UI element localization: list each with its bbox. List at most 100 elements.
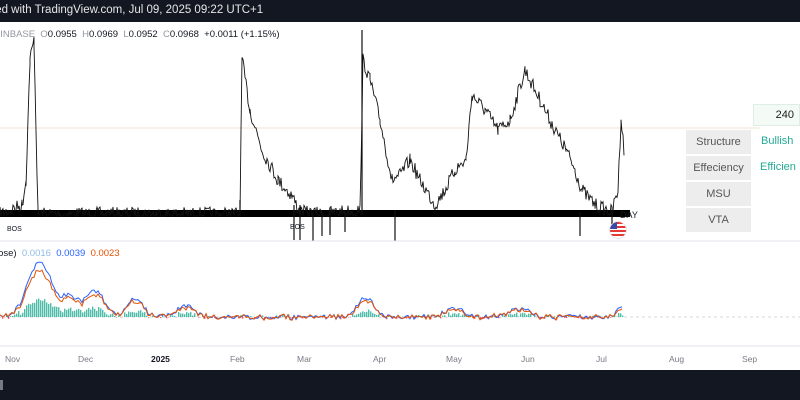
- histogram-bar: [352, 313, 354, 317]
- price-box: 240: [753, 104, 800, 126]
- x-label-jul: Jul: [596, 354, 607, 364]
- histogram-bar: [406, 317, 408, 319]
- histogram-bar: [26, 305, 28, 317]
- histogram-bar: [46, 302, 48, 317]
- histogram-bar: [76, 309, 78, 317]
- histogram-bar: [254, 317, 256, 319]
- histogram-bar: [370, 311, 372, 317]
- histogram-bar: [136, 312, 138, 317]
- histogram-bar: [114, 315, 116, 317]
- histogram-bar: [14, 314, 16, 317]
- histogram-bar: [372, 313, 374, 317]
- histogram-bar: [522, 312, 524, 317]
- histogram-bar: [240, 315, 242, 317]
- histogram-bar: [364, 312, 366, 317]
- close-value: 0.0968: [169, 29, 199, 40]
- histogram-bar: [434, 317, 436, 318]
- ohlc-legend: COINBASE O0.0955 H0.0969 L0.0952 C0.0968…: [0, 29, 280, 40]
- histogram-bar: [566, 317, 568, 318]
- histogram-bar: [128, 311, 130, 317]
- histogram-bar: [152, 315, 154, 317]
- structure-value: Bullish: [761, 135, 794, 147]
- histogram-bar: [146, 315, 148, 317]
- histogram-bar: [510, 314, 512, 317]
- histogram-bar: [184, 314, 186, 317]
- indicator-legend: lose) 0.0016 0.0039 0.0023: [0, 248, 120, 259]
- histogram-bar: [376, 314, 378, 317]
- histogram-bar: [142, 312, 144, 317]
- indicator-histogram: [0, 298, 624, 320]
- histogram-bar: [24, 309, 26, 317]
- histogram-bar: [366, 311, 368, 317]
- histogram-bar: [134, 312, 136, 317]
- histogram-bar: [282, 314, 284, 317]
- histogram-bar: [378, 314, 380, 317]
- x-label-may: May: [446, 354, 463, 364]
- histogram-bar: [464, 313, 466, 317]
- histogram-bar: [456, 314, 458, 317]
- histogram-bar: [182, 313, 184, 317]
- histogram-bar: [174, 315, 176, 317]
- histogram-bar: [140, 310, 142, 317]
- histogram-bar: [516, 312, 518, 317]
- histogram-bar: [594, 317, 596, 318]
- histogram-bar: [106, 314, 108, 317]
- histogram-bar: [186, 312, 188, 317]
- histogram-bar: [452, 313, 454, 317]
- histogram-bar: [44, 299, 46, 317]
- histogram-bar: [482, 317, 484, 319]
- histogram-bar: [102, 309, 104, 317]
- histogram-bar: [104, 312, 106, 317]
- histogram-bar: [362, 311, 364, 317]
- histogram-bar: [546, 315, 548, 317]
- bottom-toolbar: [0, 370, 800, 400]
- histogram-bar: [598, 315, 600, 317]
- histogram-bar: [342, 317, 344, 318]
- histogram-bar: [534, 314, 536, 317]
- histogram-bar: [60, 310, 62, 317]
- histogram-bar: [440, 317, 442, 319]
- histogram-bar: [98, 307, 100, 317]
- support-band: [0, 210, 630, 217]
- histogram-bar: [276, 315, 278, 317]
- histogram-bar: [568, 315, 570, 317]
- bos-label-1: BOS: [7, 226, 22, 233]
- histogram-bar: [48, 304, 50, 317]
- histogram-bar: [126, 313, 128, 317]
- x-label-dec: Dec: [78, 354, 94, 364]
- histogram-bar: [198, 317, 200, 318]
- indicator-value-2: 0.0039: [56, 248, 86, 259]
- low-value: 0.0952: [128, 29, 158, 40]
- histogram-bar: [528, 313, 530, 317]
- histogram-bar: [64, 308, 66, 317]
- histogram-bar: [82, 312, 84, 317]
- histogram-bar: [16, 313, 18, 317]
- histogram-bar: [68, 308, 70, 317]
- us-flag-icon[interactable]: [609, 221, 627, 239]
- histogram-bar: [78, 308, 80, 317]
- histogram-bar: [232, 317, 234, 319]
- histogram-bar: [388, 315, 390, 317]
- histogram-bar: [206, 317, 208, 318]
- high-value: 0.0969: [88, 29, 119, 40]
- bos-label-2: BOS: [290, 224, 305, 231]
- histogram-bar: [84, 311, 86, 317]
- histogram-bar: [442, 315, 444, 317]
- histogram-bar: [360, 312, 362, 317]
- indicator-line-orange: [0, 269, 623, 322]
- histogram-bar: [172, 315, 174, 317]
- histogram-bar: [40, 300, 42, 317]
- histogram-bar: [72, 311, 74, 317]
- histogram-bar: [58, 307, 60, 317]
- histogram-bar: [554, 316, 556, 317]
- x-label-sep: Sep: [742, 354, 758, 364]
- panel-vta: VTA: [686, 208, 751, 232]
- histogram-bar: [52, 306, 54, 317]
- histogram-bar: [238, 317, 240, 319]
- histogram-bar: [480, 317, 482, 320]
- histogram-bar: [118, 315, 120, 317]
- histogram-bar: [148, 317, 150, 318]
- histogram-bar: [458, 313, 460, 317]
- histogram-bar: [580, 317, 582, 319]
